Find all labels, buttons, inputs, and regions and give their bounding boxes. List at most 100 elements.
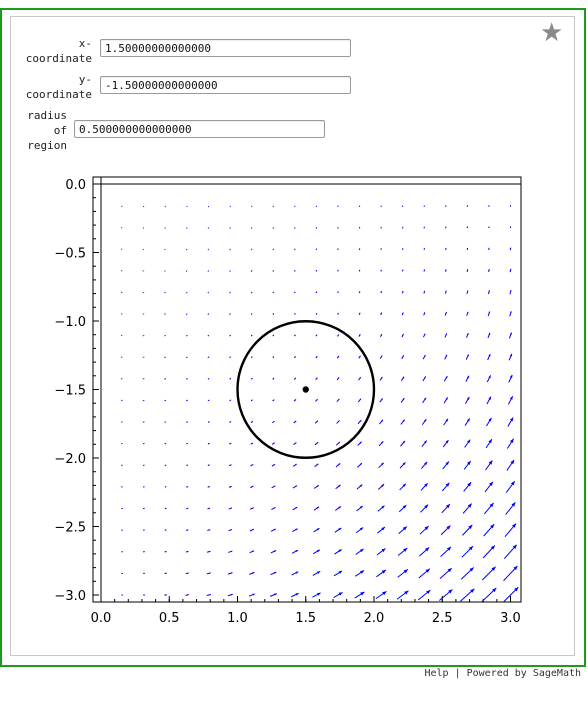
field-arrow: [355, 527, 364, 534]
field-arrow: [249, 550, 255, 554]
x-coordinate-input[interactable]: [100, 39, 351, 57]
field-arrow: [207, 227, 210, 229]
field-arrow: [272, 248, 274, 251]
field-arrow: [423, 312, 426, 316]
field-arrow: [185, 291, 188, 294]
field-arrow: [293, 269, 296, 272]
field-arrow: [142, 421, 145, 423]
y-tick-label: −0.5: [54, 247, 86, 262]
y-coordinate-input[interactable]: [100, 76, 351, 94]
field-arrow: [185, 378, 188, 380]
field-arrow: [357, 441, 362, 446]
field-arrow: [270, 550, 277, 554]
field-arrow: [186, 421, 188, 423]
field-arrow: [423, 333, 426, 338]
field-arrow: [185, 313, 188, 316]
field-arrow: [313, 527, 320, 533]
field-arrow: [481, 587, 497, 602]
field-arrow: [439, 567, 453, 579]
field-arrow: [228, 507, 233, 510]
field-arrow: [420, 482, 428, 491]
field-arrow: [488, 226, 490, 229]
powered-by-link[interactable]: Powered by SageMath: [466, 668, 581, 679]
field-arrow: [401, 205, 404, 207]
field-arrow: [142, 378, 145, 380]
field-arrow: [488, 247, 490, 251]
field-arrow: [505, 502, 516, 515]
field-arrow: [228, 528, 233, 532]
field-arrow: [466, 247, 469, 250]
field-arrow: [314, 441, 319, 446]
field-arrow: [509, 289, 512, 295]
field-arrow: [377, 505, 385, 512]
field-arrow: [504, 523, 517, 537]
field-arrow: [293, 312, 296, 315]
field-arrow: [460, 567, 474, 580]
field-arrow: [337, 334, 340, 337]
field-arrow: [509, 268, 512, 273]
field-arrow: [270, 528, 276, 532]
field-arrow: [312, 549, 321, 555]
field-arrow: [507, 417, 514, 427]
footer-separator: |: [448, 668, 467, 679]
field-arrow: [314, 463, 319, 468]
field-arrow: [401, 248, 404, 250]
field-arrow: [142, 226, 145, 229]
field-arrow: [483, 523, 495, 537]
field-arrow: [438, 589, 453, 601]
star-icon[interactable]: ★: [540, 18, 564, 48]
x-tick-label: 2.5: [432, 611, 453, 626]
field-arrow: [463, 460, 472, 470]
field-arrow: [142, 443, 145, 445]
field-arrow: [358, 376, 362, 381]
field-arrow: [248, 593, 255, 597]
field-arrow: [399, 461, 406, 469]
y-tick-label: −2.5: [54, 521, 86, 536]
field-arrow: [270, 571, 277, 576]
field-arrow: [229, 442, 232, 445]
field-arrow: [142, 270, 145, 272]
field-arrow: [164, 442, 167, 445]
field-arrow: [507, 395, 514, 405]
field-arrow: [227, 593, 233, 597]
field-arrow: [294, 334, 296, 337]
field-arrow: [250, 399, 253, 402]
field-arrow: [185, 248, 188, 251]
field-arrow: [337, 312, 339, 315]
field-arrow: [312, 570, 321, 576]
field-arrow: [315, 312, 318, 315]
field-arrow: [398, 504, 407, 513]
field-arrow: [315, 248, 318, 251]
field-arrow: [333, 591, 343, 599]
field-arrow: [377, 483, 385, 490]
field-arrow: [121, 529, 123, 531]
field-arrow: [335, 463, 341, 468]
center-point: [302, 386, 309, 393]
field-arrow: [206, 593, 211, 597]
field-arrow: [444, 354, 448, 360]
field-arrow: [397, 568, 409, 578]
field-arrow: [207, 442, 210, 445]
field-arrow: [315, 377, 318, 381]
field-arrow: [487, 311, 491, 317]
field-arrow: [419, 547, 430, 557]
field-arrow: [401, 376, 405, 381]
help-link[interactable]: Help: [424, 668, 449, 679]
field-arrow: [440, 525, 451, 536]
field-arrow: [400, 397, 405, 403]
interact-frame: [0, 8, 586, 667]
radius-input[interactable]: [74, 120, 325, 138]
field-arrow: [185, 270, 188, 272]
field-arrow: [336, 377, 340, 381]
field-arrow: [508, 332, 513, 339]
field-arrow: [486, 417, 492, 427]
field-arrow: [486, 375, 492, 383]
field-arrow: [466, 205, 468, 207]
field-arrow: [423, 248, 425, 250]
field-arrow: [250, 291, 253, 294]
field-arrow: [315, 205, 318, 208]
field-arrow: [120, 291, 123, 294]
field-arrow: [377, 526, 386, 534]
field-arrow: [442, 439, 449, 448]
field-arrow: [336, 420, 340, 424]
